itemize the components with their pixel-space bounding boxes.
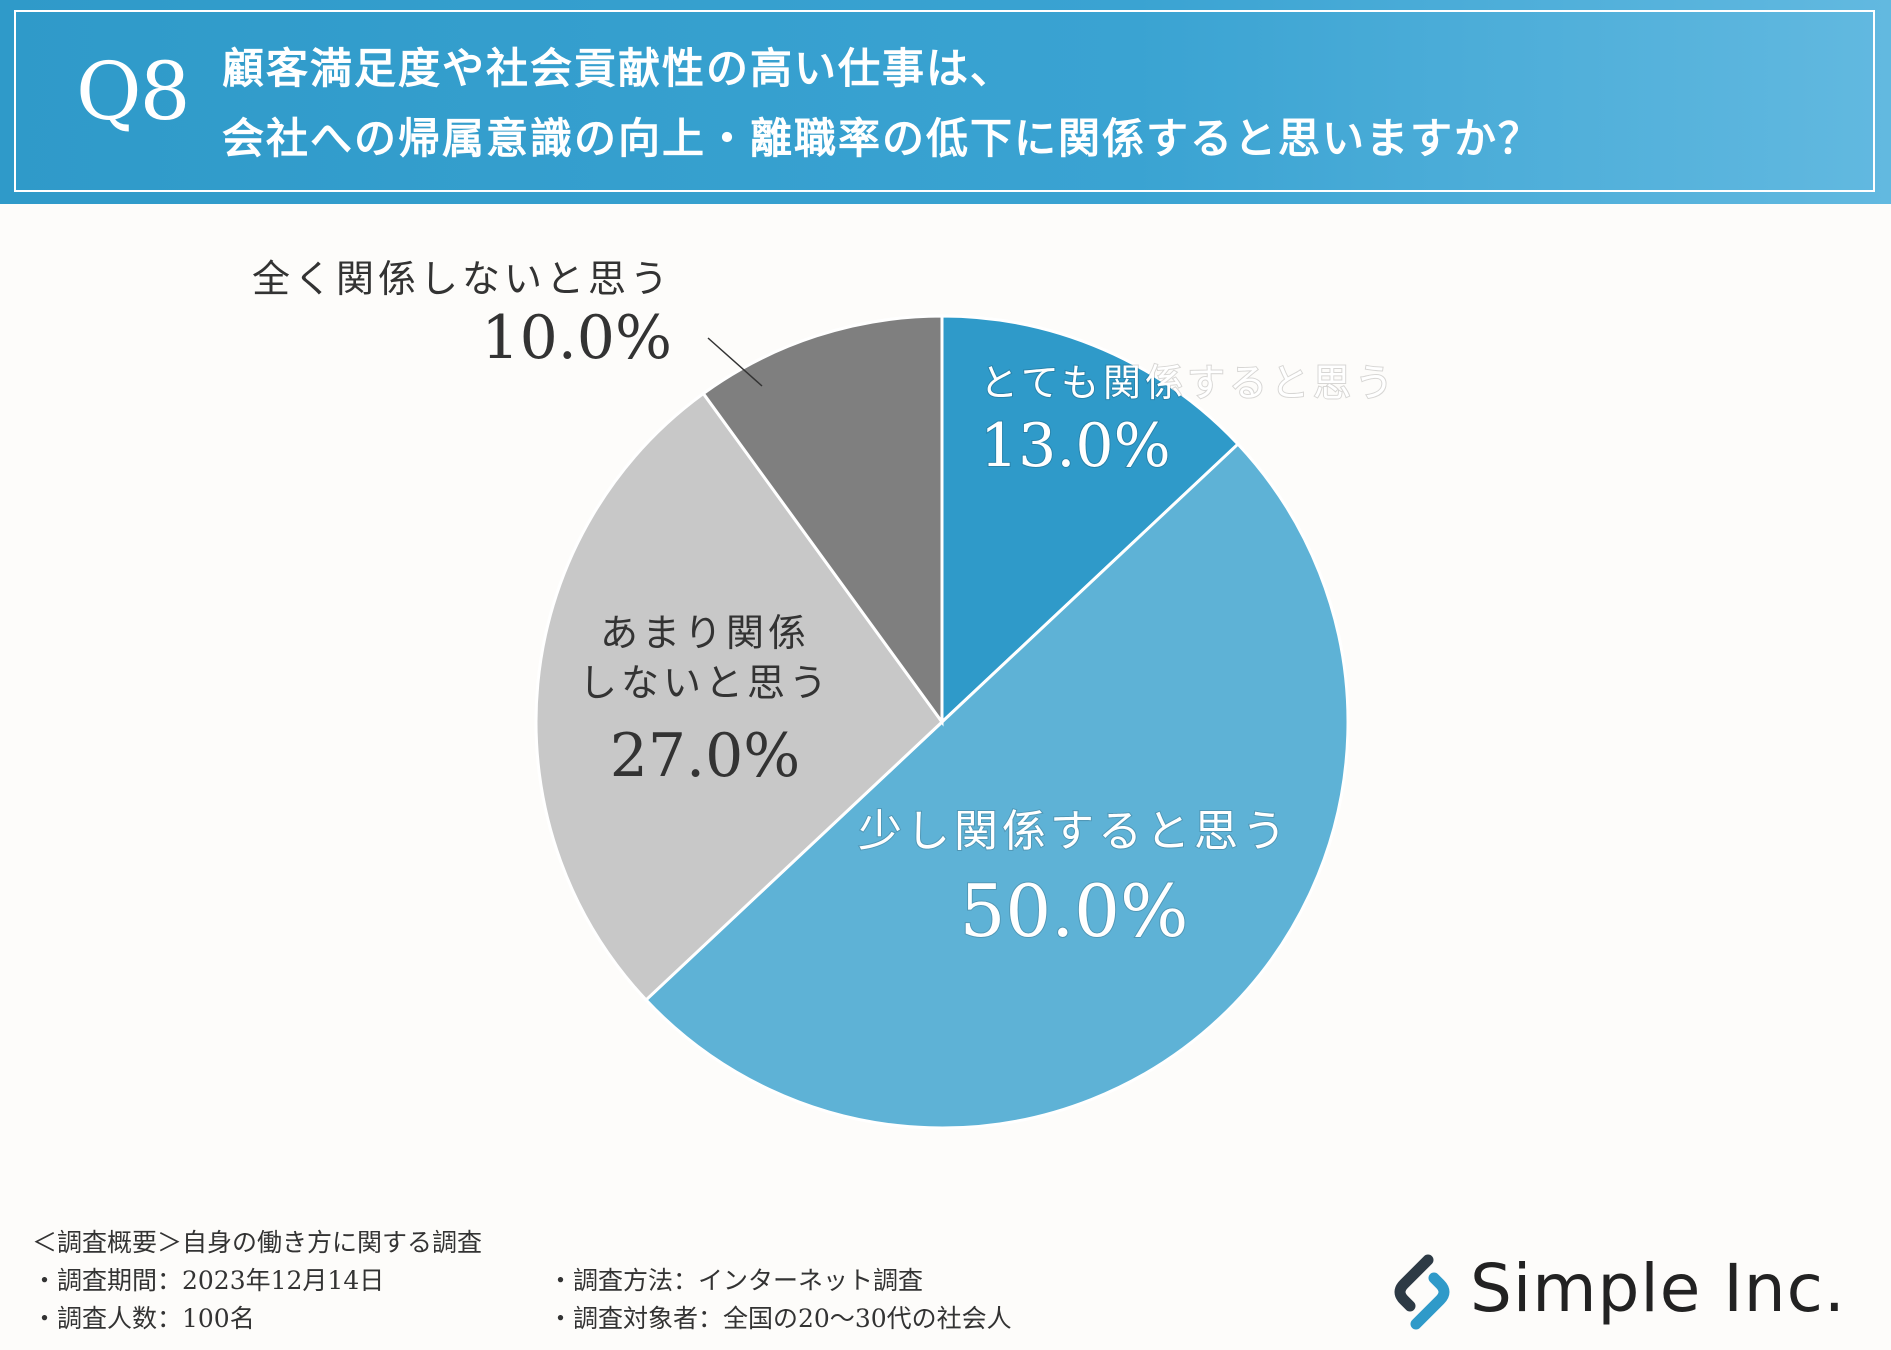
survey-period: ・調査期間：2023年12月14日 [32, 1266, 385, 1295]
pie-slice-1 [643, 441, 1349, 1129]
pie-slice-3 [701, 314, 944, 727]
slice-name-1-0: 少し関係すると思う [858, 806, 1290, 857]
pie-label-0: とても関係すると思う 13.0% [979, 360, 1397, 482]
logo-icon [1394, 1254, 1450, 1330]
pie-slice-2 [534, 391, 944, 1003]
slice-value-2: 27.0% [610, 721, 801, 791]
header-frame [14, 10, 1875, 192]
survey-summary: ＜調査概要＞自身の働き方に関する調査 [32, 1228, 483, 1257]
company-logo: Simple Inc. [1382, 1252, 1862, 1332]
slice-name-3-0: 全く関係しないと思う [252, 257, 672, 301]
header-banner: Q8 顧客満足度や社会貢献性の高い仕事は、 会社への帰属意識の向上・離職率の低下… [0, 0, 1891, 204]
survey-method: ・調査方法：インターネット調査 [548, 1266, 924, 1295]
survey-count: ・調査人数：100名 [32, 1304, 255, 1333]
logo-text: Simple Inc. [1470, 1250, 1846, 1327]
slice-name-2-0: あまり関係 [600, 611, 810, 655]
slice-value-3: 10.0% [481, 303, 672, 373]
pie-slice-0 [940, 314, 1241, 726]
question-text-line1: 顧客満足度や社会貢献性の高い仕事は、 [222, 44, 1015, 93]
question-text-line2: 会社への帰属意識の向上・離職率の低下に関係すると思いますか？ [222, 114, 1543, 163]
leader-line [707, 337, 763, 387]
survey-target: ・調査対象者：全国の20～30代の社会人 [548, 1304, 1012, 1333]
pie-label-1: 少し関係すると思う 50.0% [857, 805, 1290, 954]
slice-value-0: 13.0% [980, 411, 1171, 481]
slice-name-2-1: しないと思う [579, 661, 831, 705]
slice-name-0-0: とても関係すると思う [980, 361, 1397, 405]
question-number: Q8 [76, 45, 190, 138]
slice-value-1: 50.0% [960, 869, 1189, 953]
